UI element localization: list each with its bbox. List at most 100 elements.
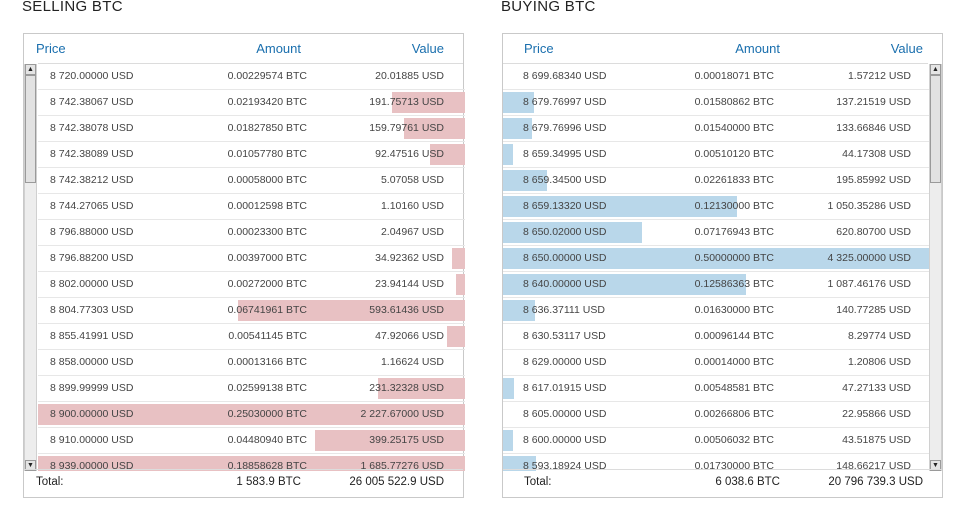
buy-order-row[interactable]: 8 659.34995 USD 0.00510120 BTC 44.17308 US…	[503, 142, 930, 168]
buy-amount-cell: 0.00510120 BTC	[694, 148, 774, 160]
buy-depth-bar	[503, 456, 536, 471]
sell-rows: 8 720.00000 USD 0.00229574 BTC 20.01885 US…	[38, 64, 465, 471]
sell-total-amount: 1 583.9 BTC	[236, 476, 301, 488]
buy-value-cell: 148.66217 USD	[836, 460, 911, 471]
sell-price-cell: 8 939.00000 USD	[50, 460, 134, 471]
buy-order-row[interactable]: 8 629.00000 USD 0.00014000 BTC 1.20806 USD	[503, 350, 930, 376]
sell-amount-cell: 0.04480940 BTC	[227, 434, 307, 446]
buy-header-amount[interactable]: Amount	[735, 41, 780, 56]
buy-price-cell: 8 659.34500 USD	[523, 174, 607, 186]
sell-price-cell: 8 804.77303 USD	[50, 304, 134, 316]
buy-order-row[interactable]: 8 650.02000 USD 0.07176943 BTC 620.80700 U…	[503, 220, 930, 246]
buy-price-cell: 8 636.37111 USD	[523, 304, 605, 316]
sell-total-row: Total: 1 583.9 BTC 26 005 522.9 USD	[24, 469, 463, 497]
buy-price-cell: 8 679.76997 USD	[523, 96, 607, 108]
sell-order-row[interactable]: 8 796.88200 USD 0.00397000 BTC 34.92362 US…	[38, 246, 465, 272]
buy-price-cell: 8 600.00000 USD	[523, 434, 607, 446]
sell-price-cell: 8 742.38089 USD	[50, 148, 134, 160]
sell-order-row[interactable]: 8 804.77303 USD 0.06741961 BTC 593.61436 U…	[38, 298, 465, 324]
buy-depth-bar	[503, 248, 930, 269]
buy-total-amount: 6 038.6 BTC	[715, 476, 780, 488]
sell-depth-bar	[315, 430, 465, 451]
sell-depth-bar	[392, 92, 465, 113]
sell-order-row[interactable]: 8 802.00000 USD 0.00272000 BTC 23.94144 US…	[38, 272, 465, 298]
sell-depth-bar	[447, 326, 465, 347]
sell-order-row[interactable]: 8 742.38089 USD 0.01057780 BTC 92.47516 US…	[38, 142, 465, 168]
sell-scrollbar-thumb[interactable]	[25, 75, 36, 183]
sell-order-row[interactable]: 8 742.38078 USD 0.01827850 BTC 159.79761 U…	[38, 116, 465, 142]
sell-header-price[interactable]: Price	[36, 41, 66, 56]
buy-order-row[interactable]: 8 640.00000 USD 0.12586363 BTC 1 087.46176…	[503, 272, 930, 298]
buy-amount-cell: 0.07176943 BTC	[694, 226, 774, 238]
buy-scrollbar-thumb[interactable]	[930, 75, 941, 183]
sell-price-cell: 8 742.38067 USD	[50, 96, 134, 108]
sell-depth-bar	[456, 274, 465, 295]
buy-depth-bar	[503, 430, 513, 451]
buy-order-row[interactable]: 8 600.00000 USD 0.00506032 BTC 43.51875 US…	[503, 428, 930, 454]
sell-order-row[interactable]: 8 939.00000 USD 0.18858628 BTC 1 685.77276…	[38, 454, 465, 471]
sell-value-cell: 1.16624 USD	[380, 356, 444, 368]
sell-order-row[interactable]: 8 899.99999 USD 0.02599138 BTC 231.32328 U…	[38, 376, 465, 402]
sell-order-row[interactable]: 8 858.00000 USD 0.00013166 BTC 1.16624 USD	[38, 350, 465, 376]
scroll-down-icon[interactable]: ▼	[25, 460, 36, 471]
sell-order-row[interactable]: 8 742.38212 USD 0.00058000 BTC 5.07058 USD	[38, 168, 465, 194]
buy-order-row[interactable]: 8 699.68340 USD 0.00018071 BTC 1.57212 USD	[503, 64, 930, 90]
buy-price-cell: 8 605.00000 USD	[523, 408, 607, 420]
buy-price-cell: 8 679.76996 USD	[523, 122, 607, 134]
sell-order-row[interactable]: 8 744.27065 USD 0.00012598 BTC 1.10160 USD	[38, 194, 465, 220]
sell-price-cell: 8 796.88200 USD	[50, 252, 134, 264]
buy-price-cell: 8 699.68340 USD	[523, 70, 607, 82]
buy-scrollbar[interactable]: ▲ ▼	[929, 64, 942, 471]
buy-value-cell: 620.80700 USD	[836, 226, 911, 238]
buy-order-book: Price Amount Value 8 699.68340 USD 0.0001…	[502, 33, 943, 498]
sell-order-row[interactable]: 8 900.00000 USD 0.25030000 BTC 2 227.67000…	[38, 402, 465, 428]
sell-scrollbar[interactable]: ▲ ▼	[24, 64, 37, 471]
scroll-up-icon[interactable]: ▲	[25, 64, 36, 75]
buy-order-row[interactable]: 8 593.18924 USD 0.01730000 BTC 148.66217 U…	[503, 454, 930, 471]
sell-price-cell: 8 855.41991 USD	[50, 330, 134, 342]
buy-header-price[interactable]: Price	[524, 41, 554, 56]
buy-order-row[interactable]: 8 659.13320 USD 0.12130000 BTC 1 050.35286…	[503, 194, 930, 220]
sell-order-row[interactable]: 8 720.00000 USD 0.00229574 BTC 20.01885 US…	[38, 64, 465, 90]
sell-amount-cell: 0.18858628 BTC	[227, 460, 307, 471]
sell-price-cell: 8 742.38212 USD	[50, 174, 134, 186]
buy-header-value[interactable]: Value	[890, 41, 923, 56]
buy-order-row[interactable]: 8 636.37111 USD 0.01630000 BTC 140.77285 U…	[503, 298, 930, 324]
scroll-down-icon[interactable]: ▼	[930, 460, 941, 471]
buy-value-cell: 1 050.35286 USD	[827, 200, 911, 212]
buy-order-row[interactable]: 8 605.00000 USD 0.00266806 BTC 22.95866 US…	[503, 402, 930, 428]
buy-amount-cell: 0.01730000 BTC	[694, 460, 774, 471]
sell-header-value[interactable]: Value	[411, 41, 444, 56]
sell-value-cell: 231.32328 USD	[369, 382, 444, 394]
sell-total-label: Total:	[36, 476, 64, 488]
sell-amount-cell: 0.06741961 BTC	[227, 304, 307, 316]
sell-order-row[interactable]: 8 910.00000 USD 0.04480940 BTC 399.25175 U…	[38, 428, 465, 454]
sell-amount-cell: 0.02193420 BTC	[227, 96, 307, 108]
sell-total-value: 26 005 522.9 USD	[349, 476, 444, 488]
buy-section-title: BUYING BTC	[501, 0, 596, 15]
scroll-up-icon[interactable]: ▲	[930, 64, 941, 75]
buy-price-cell: 8 650.02000 USD	[523, 226, 607, 238]
buy-order-row[interactable]: 8 659.34500 USD 0.02261833 BTC 195.85992 U…	[503, 168, 930, 194]
sell-value-cell: 191.75713 USD	[369, 96, 444, 108]
sell-order-row[interactable]: 8 742.38067 USD 0.02193420 BTC 191.75713 U…	[38, 90, 465, 116]
buy-value-cell: 1 087.46176 USD	[827, 278, 911, 290]
sell-price-cell: 8 720.00000 USD	[50, 70, 134, 82]
buy-order-row[interactable]: 8 630.53117 USD 0.00096144 BTC 8.29774 USD	[503, 324, 930, 350]
buy-order-row[interactable]: 8 650.00000 USD 0.50000000 BTC 4 325.00000…	[503, 246, 930, 272]
buy-amount-cell: 0.01630000 BTC	[694, 304, 774, 316]
sell-header-amount[interactable]: Amount	[256, 41, 301, 56]
sell-order-row[interactable]: 8 796.88000 USD 0.00023300 BTC 2.04967 USD	[38, 220, 465, 246]
sell-amount-cell: 0.01827850 BTC	[227, 122, 307, 134]
sell-order-row[interactable]: 8 855.41991 USD 0.00541145 BTC 47.92066 US…	[38, 324, 465, 350]
buy-order-row[interactable]: 8 679.76996 USD 0.01540000 BTC 133.66846 U…	[503, 116, 930, 142]
sell-value-cell: 20.01885 USD	[375, 70, 444, 82]
buy-value-cell: 22.95866 USD	[842, 408, 911, 420]
buy-amount-cell: 0.00506032 BTC	[694, 434, 774, 446]
buy-order-row[interactable]: 8 617.01915 USD 0.00548581 BTC 47.27133 US…	[503, 376, 930, 402]
sell-amount-cell: 0.00023300 BTC	[227, 226, 307, 238]
buy-depth-bar	[503, 196, 737, 217]
sell-value-cell: 1.10160 USD	[380, 200, 444, 212]
buy-table-header: Price Amount Value	[503, 34, 928, 64]
buy-order-row[interactable]: 8 679.76997 USD 0.01580862 BTC 137.21519 U…	[503, 90, 930, 116]
